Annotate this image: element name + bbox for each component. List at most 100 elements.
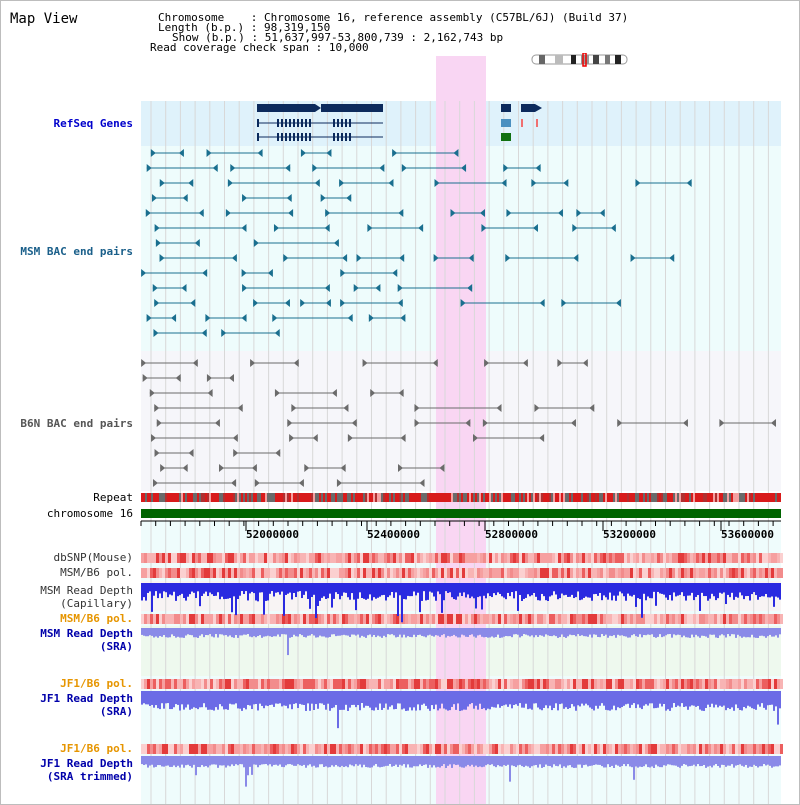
repeat-segment	[403, 493, 405, 502]
polymorphism-cell	[645, 679, 648, 689]
bac-end-marker	[506, 209, 512, 217]
read-depth-bar	[445, 691, 447, 710]
repeat-segment	[309, 493, 311, 502]
read-depth-bar	[633, 583, 635, 595]
gene-exon-tick	[257, 133, 259, 141]
read-depth-bar	[583, 756, 585, 766]
repeat-segment	[645, 493, 647, 502]
read-depth-bar	[369, 628, 371, 635]
repeat-segment	[543, 493, 545, 502]
repeat-segment	[679, 493, 681, 502]
bac-end-marker	[275, 449, 281, 457]
polymorphism-cell	[591, 679, 594, 689]
read-depth-bar	[485, 756, 487, 766]
polymorphism-cell	[675, 568, 678, 578]
msm-depth-cap-label[interactable]: MSM Read Depth	[40, 584, 133, 597]
polymorphism-cell	[396, 679, 399, 689]
dbsnp-label[interactable]: dbSNP(Mouse)	[53, 551, 133, 564]
read-depth-bar	[357, 756, 359, 766]
read-depth-bar	[397, 583, 399, 617]
read-depth-bar	[253, 691, 255, 705]
read-depth-bar	[655, 628, 657, 638]
bac-end-marker	[570, 419, 576, 427]
read-depth-bar	[339, 583, 341, 600]
read-depth-bar	[235, 691, 237, 704]
repeat-segment	[331, 493, 333, 502]
read-depth-bar	[523, 583, 525, 599]
msm-bac-label[interactable]: MSM BAC end pairs	[20, 245, 133, 258]
read-depth-bar	[729, 691, 731, 710]
polymorphism-cell	[558, 744, 561, 754]
repeat-segment	[709, 493, 711, 502]
polymorphism-cell	[471, 679, 474, 689]
repeat-segment	[283, 493, 285, 502]
read-depth-bar	[425, 628, 427, 638]
polymorphism-cell	[765, 614, 768, 624]
repeat-segment	[623, 493, 625, 502]
read-depth-bar	[285, 691, 287, 706]
bac-end-marker	[771, 419, 776, 427]
read-depth-bar	[679, 691, 681, 707]
b6n-bac-label[interactable]: B6N BAC end pairs	[20, 417, 133, 430]
polymorphism-cell	[534, 568, 537, 578]
read-depth-bar	[661, 628, 663, 638]
msm-depth-sra-label[interactable]: MSM Read Depth	[40, 627, 133, 640]
refseq-genes-label[interactable]: RefSeq Genes	[53, 117, 133, 130]
repeat-segment	[671, 493, 673, 502]
bac-end-marker	[146, 164, 152, 172]
jf1-b6-pol-label[interactable]: JF1/B6 pol.	[60, 677, 133, 690]
read-depth-bar	[689, 628, 691, 638]
polymorphism-cell	[234, 679, 237, 689]
read-depth-bar	[659, 756, 661, 768]
read-depth-bar	[547, 583, 549, 601]
polymorphism-cell	[300, 679, 303, 689]
repeat-segment	[737, 493, 739, 502]
read-depth-bar	[491, 756, 493, 765]
jf1-depth-sra-label[interactable]: JF1 Read Depth	[40, 692, 133, 705]
bac-end-marker	[159, 179, 165, 187]
polymorphism-cell	[735, 614, 738, 624]
polymorphism-cell	[600, 553, 603, 563]
polymorphism-cell	[513, 679, 516, 689]
read-depth-bar	[331, 756, 333, 766]
read-depth-bar	[585, 756, 587, 765]
read-depth-bar	[639, 691, 641, 708]
polymorphism-cell	[165, 553, 168, 563]
msm-b6-pol-2-label[interactable]: MSM/B6 pol.	[60, 612, 133, 625]
chromosome-ideogram[interactable]	[529, 53, 631, 67]
polymorphism-cell	[288, 553, 291, 563]
polymorphism-cell	[513, 744, 516, 754]
polymorphism-cell	[579, 568, 582, 578]
polymorphism-cell	[261, 744, 264, 754]
read-depth-bar	[725, 691, 727, 711]
msm-b6-pol-label[interactable]: MSM/B6 pol.	[60, 566, 133, 579]
jf1-depth-trim-label[interactable]: JF1 Read Depth	[40, 757, 133, 770]
polymorphism-cell	[684, 568, 687, 578]
read-depth-bar	[317, 628, 319, 638]
read-depth-bar	[453, 583, 455, 600]
read-depth-bar	[395, 756, 397, 765]
read-depth-bar	[385, 691, 387, 704]
read-depth-bar	[257, 628, 259, 637]
polymorphism-cell	[684, 553, 687, 563]
polymorphism-cell	[297, 568, 300, 578]
polymorphism-cell	[435, 568, 438, 578]
repeat-segment	[683, 493, 685, 502]
read-depth-bar	[769, 628, 771, 635]
read-depth-bar	[503, 691, 505, 706]
polymorphism-cell	[234, 553, 237, 563]
read-depth-bar	[237, 583, 239, 600]
polymorphism-cell	[255, 614, 258, 624]
read-depth-bar	[535, 691, 537, 704]
read-depth-bar	[263, 691, 265, 709]
read-depth-bar	[339, 756, 341, 768]
polymorphism-cell	[306, 553, 309, 563]
read-depth-bar	[405, 628, 407, 638]
polymorphism-cell	[267, 553, 270, 563]
polymorphism-cell	[702, 614, 705, 624]
read-depth-bar	[149, 628, 151, 636]
repeat-segment	[659, 493, 661, 502]
jf1-b6-pol-2-label[interactable]: JF1/B6 pol.	[60, 742, 133, 755]
read-depth-bar	[511, 691, 513, 709]
